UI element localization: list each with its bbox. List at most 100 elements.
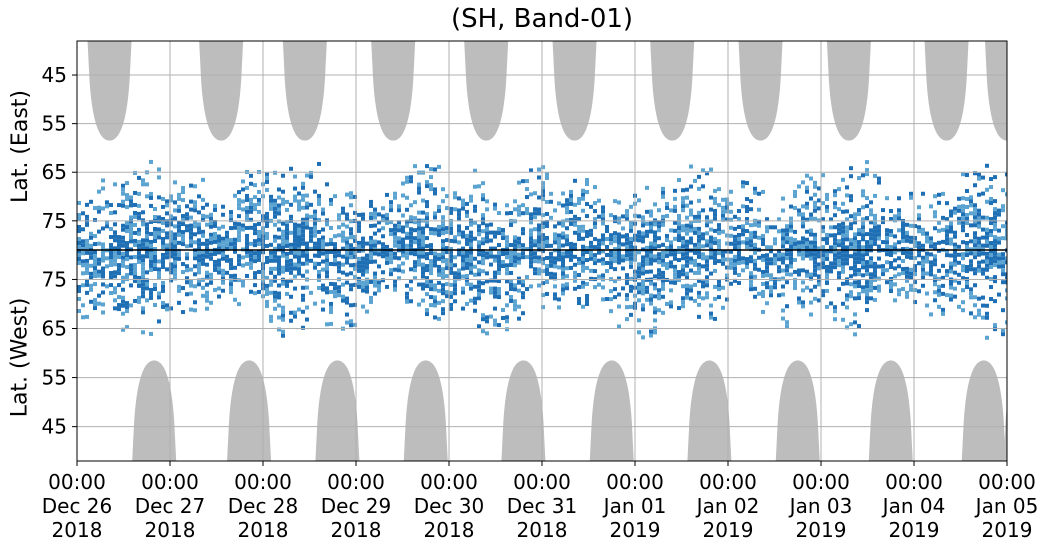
observation-cell xyxy=(797,296,801,301)
observation-cell xyxy=(141,330,145,335)
observation-cell xyxy=(701,284,705,289)
observation-cell xyxy=(961,300,965,305)
observation-cell xyxy=(721,257,725,262)
observation-cell xyxy=(125,205,129,210)
observation-cell xyxy=(157,275,161,280)
observation-cell xyxy=(853,216,857,221)
observation-cell xyxy=(725,241,729,246)
observation-cell xyxy=(985,187,989,192)
observation-cell xyxy=(529,220,533,225)
observation-cell xyxy=(145,238,149,243)
observation-cell xyxy=(121,251,125,256)
observation-cell xyxy=(821,261,825,266)
observation-cell xyxy=(709,219,713,224)
observation-cell xyxy=(349,323,353,328)
observation-cell xyxy=(349,235,353,240)
observation-cell xyxy=(97,261,101,266)
observation-cell xyxy=(1001,260,1005,265)
observation-cell xyxy=(977,172,981,177)
observation-cell xyxy=(229,226,233,231)
observation-cell xyxy=(497,259,501,264)
observation-cell xyxy=(677,226,681,231)
observation-cell xyxy=(541,225,545,230)
observation-cell xyxy=(437,316,441,321)
observation-cell xyxy=(169,246,173,251)
observation-cell xyxy=(713,212,717,217)
observation-cell xyxy=(689,240,693,245)
observation-cell xyxy=(609,265,613,270)
observation-cell xyxy=(213,239,217,244)
no-data-band-west xyxy=(403,360,448,461)
observation-cell xyxy=(345,296,349,301)
observation-cell xyxy=(237,226,241,231)
observation-cell xyxy=(641,263,645,268)
observation-cell xyxy=(917,261,921,266)
observation-cell xyxy=(505,271,509,276)
observation-cell xyxy=(753,266,757,271)
observation-cell xyxy=(593,221,597,226)
observation-cell xyxy=(661,214,665,219)
observation-cell xyxy=(909,251,913,256)
observation-cell xyxy=(889,261,893,266)
observation-cell xyxy=(121,311,125,316)
observation-cell xyxy=(745,261,749,266)
observation-cell xyxy=(389,252,393,257)
observation-cell xyxy=(109,263,113,268)
observation-cell xyxy=(277,211,281,216)
observation-cell xyxy=(213,203,217,208)
observation-cell xyxy=(121,255,125,260)
observation-cell xyxy=(845,325,849,330)
observation-cell xyxy=(713,316,717,321)
observation-cell xyxy=(629,304,633,309)
observation-cell xyxy=(613,267,617,272)
observation-cell xyxy=(413,264,417,269)
observation-cell xyxy=(813,204,817,209)
observation-cell xyxy=(685,227,689,232)
observation-cell xyxy=(585,230,589,235)
observation-cell xyxy=(669,300,673,305)
observation-cell xyxy=(449,302,453,307)
observation-cell xyxy=(1005,232,1007,237)
observation-cell xyxy=(629,284,633,289)
observation-cell xyxy=(121,203,125,208)
observation-cell xyxy=(429,279,433,284)
observation-cell xyxy=(781,256,785,261)
observation-cell xyxy=(481,237,485,242)
observation-cell xyxy=(325,250,329,255)
observation-cell xyxy=(569,245,573,250)
observation-cell xyxy=(585,190,589,195)
observation-cell xyxy=(741,240,745,245)
observation-cell xyxy=(249,225,253,230)
observation-cell xyxy=(141,254,145,259)
observation-cell xyxy=(141,238,145,243)
observation-cell xyxy=(249,265,253,270)
observation-cell xyxy=(405,283,409,288)
observation-cell xyxy=(121,259,125,264)
observation-cell xyxy=(713,236,717,241)
observation-cell xyxy=(161,236,165,241)
observation-cell xyxy=(813,296,817,301)
observation-cell xyxy=(361,240,365,245)
observation-cell xyxy=(421,234,425,239)
observation-cell xyxy=(525,211,529,216)
observation-cell xyxy=(113,258,117,263)
observation-cell xyxy=(445,266,449,271)
observation-cell xyxy=(989,197,993,202)
observation-cell xyxy=(857,296,861,301)
observation-cell xyxy=(117,283,121,288)
observation-cell xyxy=(845,245,849,250)
observation-cell xyxy=(301,197,305,202)
observation-cell xyxy=(493,206,497,211)
observation-cell xyxy=(609,237,613,242)
observation-cell xyxy=(385,284,389,289)
observation-cell xyxy=(313,233,317,238)
observation-cell xyxy=(101,282,105,287)
observation-cell xyxy=(793,245,797,250)
observation-cell xyxy=(849,242,853,247)
observation-cell xyxy=(413,220,417,225)
observation-cell xyxy=(961,252,965,257)
observation-cell xyxy=(321,283,325,288)
observation-cell xyxy=(541,181,545,186)
observation-cell xyxy=(189,267,193,272)
observation-cell xyxy=(121,191,125,196)
